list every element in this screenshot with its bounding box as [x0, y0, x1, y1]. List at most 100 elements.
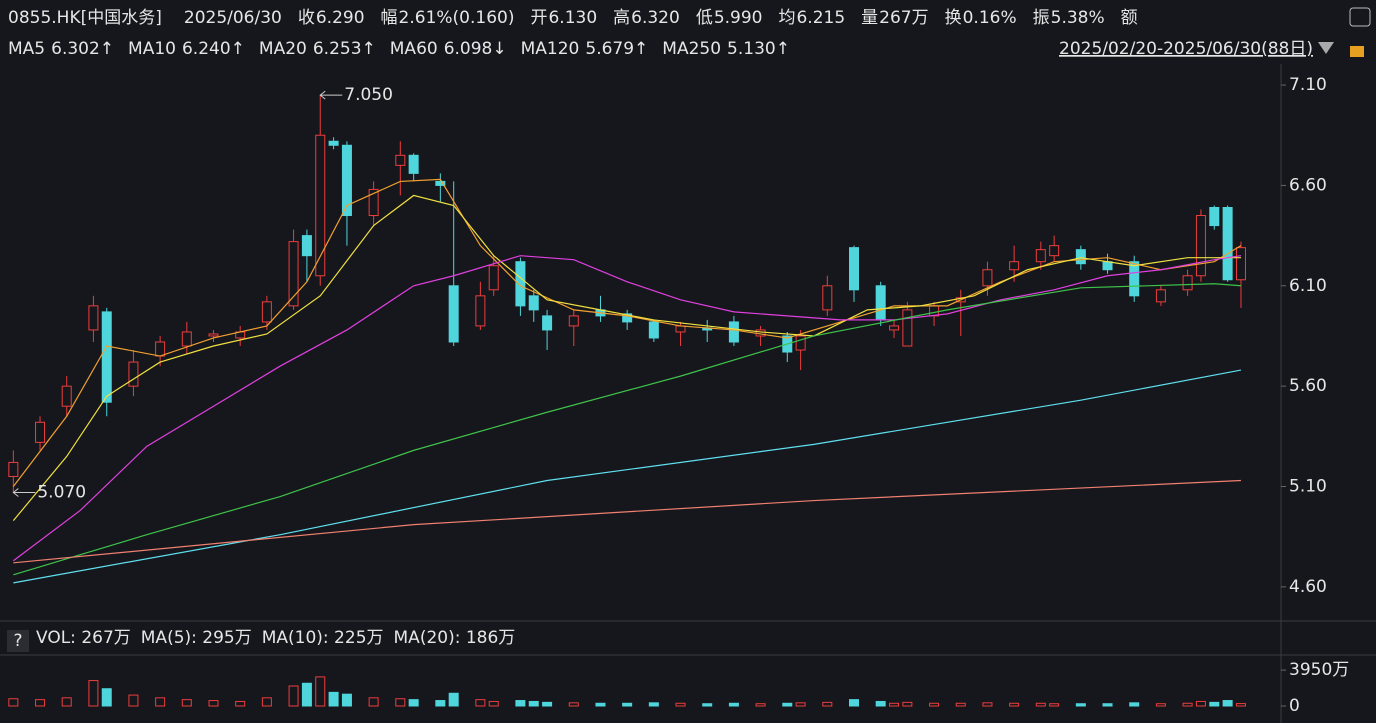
help-button[interactable]	[7, 630, 29, 652]
ma-line	[12, 178, 1242, 487]
ma-line	[13, 283, 1242, 576]
candle-body	[1182, 275, 1193, 291]
annotation-label: 7.050	[344, 85, 393, 105]
candle-body	[301, 235, 312, 257]
legend-value: 6.253↑	[313, 39, 376, 59]
wp-icon[interactable]	[1349, 7, 1371, 27]
legend-value: 6.302↑	[51, 39, 114, 59]
volume-bar	[648, 702, 659, 707]
candle-body	[341, 144, 352, 217]
volume-bar	[728, 702, 739, 707]
y-tick-label: 6.60	[1289, 175, 1327, 195]
field-value: 0.16%	[963, 8, 1017, 28]
volume-bar	[568, 702, 579, 707]
field-label: 均	[778, 8, 795, 28]
field-value: 6.215	[796, 8, 845, 28]
candle-body	[822, 285, 833, 311]
volume-bar	[1195, 700, 1206, 707]
range-dropdown[interactable]	[1318, 42, 1334, 54]
candle-body	[368, 188, 379, 217]
volume-bar	[1222, 700, 1233, 707]
field-label: 开	[530, 8, 547, 28]
candle-body	[1209, 207, 1220, 227]
volume-bar	[475, 699, 486, 707]
volume-bar	[1075, 703, 1086, 707]
candle-body	[515, 261, 526, 307]
field-value: 6.290	[316, 8, 365, 28]
field-value: 5.990	[714, 8, 763, 28]
y-tick-label: 3950万	[1289, 660, 1349, 680]
legend-value: 5.130↑	[727, 39, 790, 59]
candle-body	[8, 461, 19, 477]
candle-body	[648, 321, 659, 339]
candle-body	[795, 335, 806, 351]
candle-body	[1129, 261, 1140, 297]
lock-icon[interactable]	[1350, 46, 1364, 57]
candle-body	[261, 301, 272, 323]
volume-bar	[849, 699, 859, 707]
field-label: 低	[696, 8, 713, 28]
ma-line	[13, 479, 1241, 564]
volume-bar	[408, 699, 419, 707]
volume-bar	[675, 702, 686, 707]
volume-bar	[208, 700, 219, 707]
legend-value: 6.240↑	[182, 39, 245, 59]
candle-body	[528, 295, 539, 311]
y-tick-label: 5.60	[1289, 376, 1327, 396]
candle-body	[448, 285, 459, 343]
volume-bar	[1035, 702, 1046, 707]
volume-bar	[88, 680, 99, 707]
y-tick-label: 4.60	[1289, 577, 1327, 597]
ma-line	[12, 194, 1241, 522]
candle-body	[875, 285, 886, 321]
volume-bar	[889, 702, 900, 707]
volume-bar	[702, 703, 713, 707]
ma-line	[13, 369, 1242, 584]
candle-body	[488, 265, 499, 291]
volume-bar	[181, 699, 192, 707]
volume-bar	[982, 702, 993, 707]
candle-body	[1075, 249, 1086, 265]
candle-body	[1035, 249, 1046, 263]
volume-bar	[622, 702, 633, 707]
field-label: 换	[945, 8, 962, 28]
volume-bar	[301, 682, 312, 707]
volume-bar	[35, 699, 46, 707]
candle-body	[1195, 215, 1206, 277]
candle-body	[1155, 289, 1166, 303]
candle-body	[155, 341, 166, 357]
volume-bar	[1235, 703, 1246, 707]
y-tick-label: 7.10	[1289, 75, 1327, 95]
volume-bar	[288, 685, 299, 707]
candle-body	[408, 154, 419, 174]
legend-value: 6.098↓	[444, 39, 507, 59]
volume-bar	[542, 701, 553, 707]
candle-body	[1102, 261, 1113, 271]
volume-bar	[795, 702, 806, 707]
volume-bar	[315, 676, 326, 707]
candle-body	[288, 241, 299, 307]
candle-body	[982, 269, 993, 287]
range-label[interactable]: 2025/02/20-2025/06/30(88日)	[1059, 39, 1313, 59]
volume-legend: VOL: 267万	[36, 628, 131, 648]
volume-bar	[1009, 702, 1020, 707]
help-text[interactable]: ?	[13, 631, 22, 651]
candle-body	[328, 140, 339, 146]
volume-bar	[341, 693, 352, 707]
legend-name: MA120	[521, 39, 580, 59]
candle-body	[675, 325, 686, 333]
candle-body	[88, 305, 99, 331]
legend-name: MA250	[662, 39, 721, 59]
candle-body	[889, 325, 900, 331]
y-tick-label: 6.10	[1289, 276, 1327, 296]
volume-bar	[101, 688, 112, 707]
candle-body	[902, 309, 913, 347]
volume-bar	[929, 702, 940, 707]
symbol: 0855.HK[中国水务]	[8, 8, 162, 28]
volume-bar	[8, 698, 19, 707]
candle-body	[568, 315, 579, 327]
candle-body	[395, 154, 406, 166]
volume-bar	[902, 701, 913, 707]
